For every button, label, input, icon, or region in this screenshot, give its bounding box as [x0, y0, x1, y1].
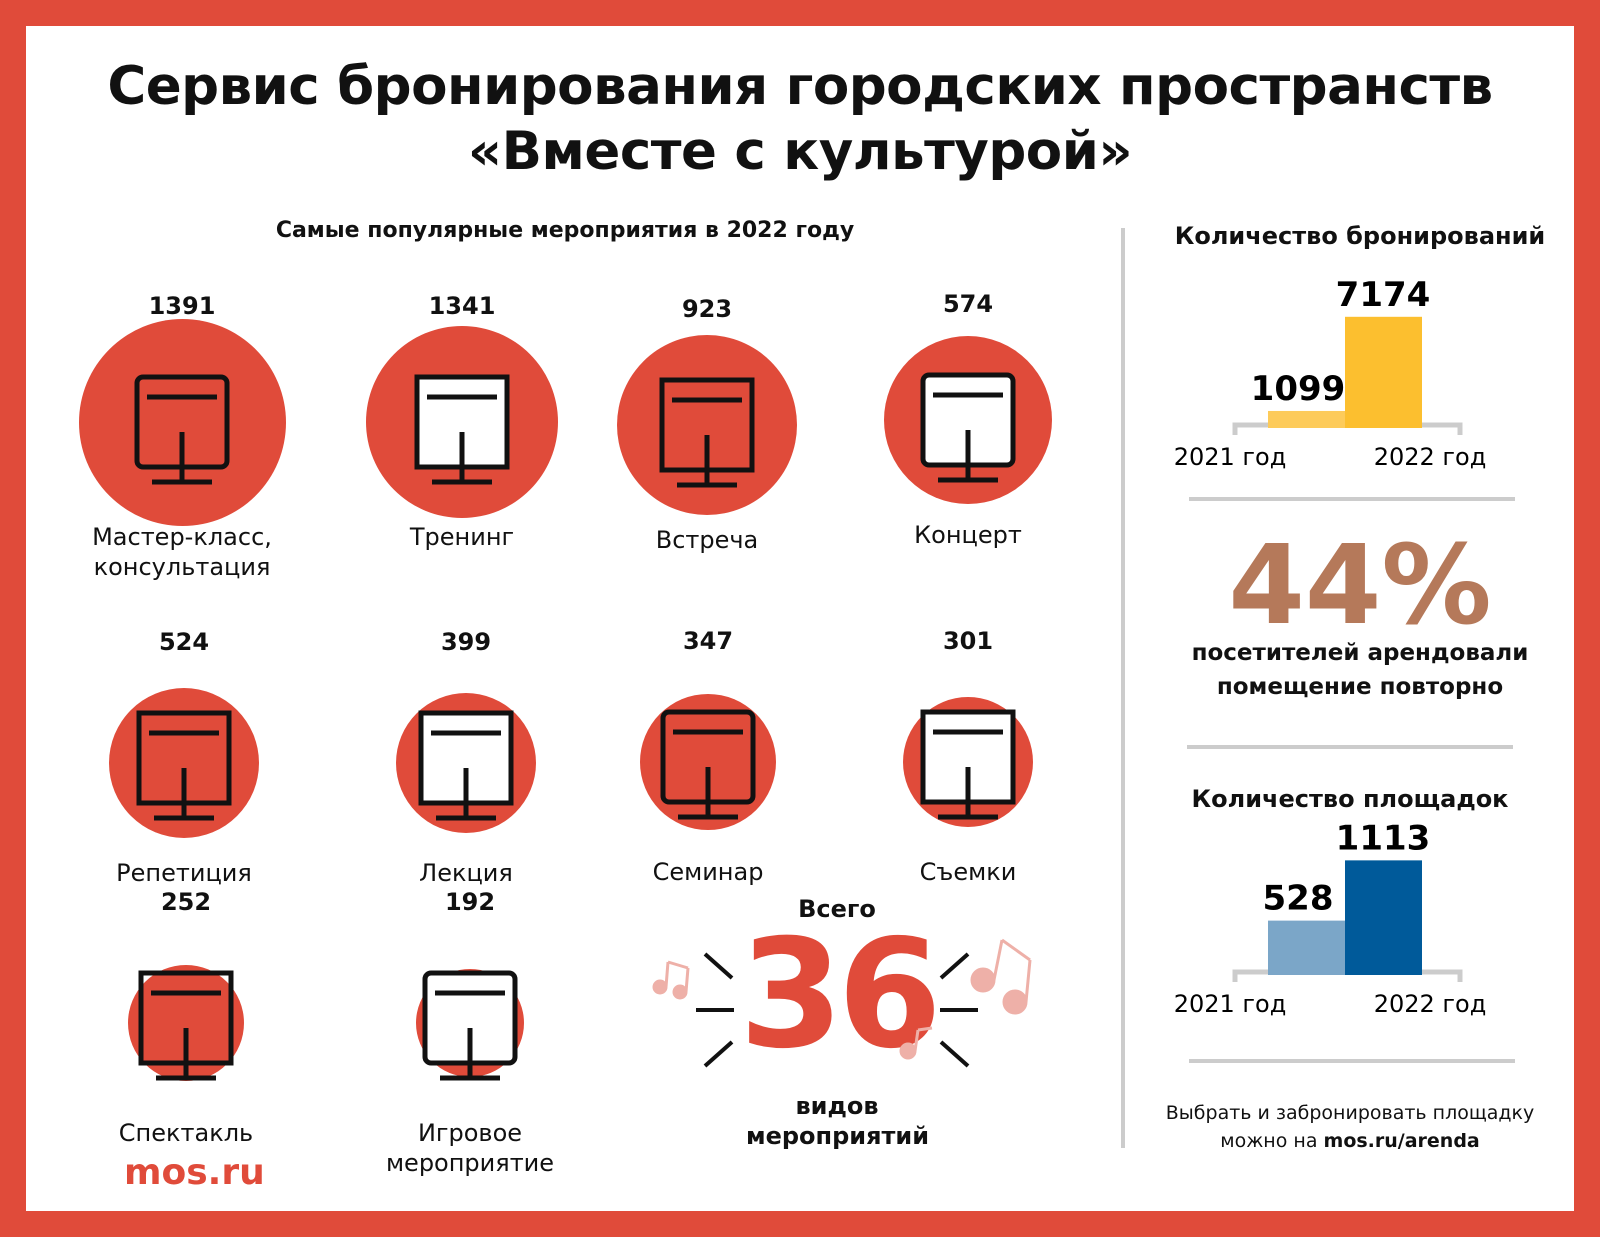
meeting-table-icon — [52, 318, 312, 526]
lectern-microphone-icon — [578, 657, 838, 857]
event-label: Тренинг — [409, 523, 515, 551]
event-label: Встреча — [655, 526, 759, 554]
stage-lights-icon — [54, 658, 314, 858]
bar-2022 год — [1345, 316, 1422, 428]
total-bottom1: видов — [795, 1092, 879, 1120]
event-label: Спектакль — [118, 1119, 254, 1147]
venues-chart: 528 2021 год 1113 2022 год — [1174, 818, 1487, 1018]
event-item: 347 Семинар — [578, 627, 838, 887]
category-label: 2022 год — [1374, 990, 1487, 1018]
event-item: 252 Спектакль — [56, 888, 316, 1148]
event-count: 399 — [440, 628, 492, 656]
event-item: 301 Съемки — [838, 627, 1098, 887]
footer-text-1: Выбрать и забронировать площадку — [1165, 1102, 1535, 1124]
data-label: 1113 — [1336, 818, 1431, 858]
event-item: 524 Репетиция — [54, 628, 314, 888]
divider — [1189, 497, 1515, 501]
event-label: Репетиция — [116, 859, 252, 887]
total-bottom2: мероприятий — [745, 1122, 930, 1150]
divider-vertical — [1121, 228, 1125, 1148]
data-label: 7174 — [1336, 275, 1431, 315]
category-label: 2022 год — [1374, 443, 1487, 471]
category-label: 2021 год — [1174, 443, 1287, 471]
sparkle-lines-icon — [652, 938, 1032, 1068]
divider — [1189, 1059, 1515, 1063]
data-label: 528 — [1263, 879, 1334, 919]
event-item: 1341 Тренинг — [332, 292, 592, 552]
lecturer-board-icon — [336, 658, 596, 858]
event-count: 1341 — [428, 292, 496, 320]
axis-bracket-right — [1405, 969, 1463, 982]
repeat-text-1: посетителей арендовали — [1191, 640, 1529, 666]
event-count: 574 — [942, 290, 994, 318]
event-label: Концерт — [914, 521, 1022, 549]
event-item: 923 Встреча — [577, 295, 837, 555]
page-title-line2: «Вместе с культурой» — [467, 121, 1133, 182]
divider — [1187, 745, 1513, 749]
speaker-podium-icon — [577, 325, 837, 525]
footer-text-2: можно на mos.ru/arenda — [1150, 1127, 1550, 1155]
event-label: Мастер-класс, консультация — [92, 523, 272, 581]
presentation-audience-icon — [332, 322, 592, 522]
axis-bracket-right — [1405, 422, 1463, 435]
infographic-frame — [26, 26, 1574, 1211]
bar-2021 год — [1268, 410, 1345, 428]
event-count: 1391 — [148, 292, 216, 320]
event-item: 1391 Мастер-класс, консультация — [52, 292, 312, 582]
bar-2021 год — [1268, 920, 1345, 975]
music-notes-icon — [652, 938, 1032, 1060]
event-count: 923 — [681, 295, 733, 323]
event-count: 301 — [942, 627, 994, 655]
venues-chart-title: Количество площадок — [1191, 785, 1509, 813]
popular-heading: Самые популярные мероприятия в 2022 году — [275, 218, 855, 243]
footer-prefix: можно на — [1220, 1130, 1324, 1152]
bookings-chart-title: Количество бронирований — [1174, 222, 1546, 250]
event-count: 347 — [682, 627, 734, 655]
event-item: 192 Игровое мероприятие — [340, 888, 600, 1178]
puzzle-head-icon — [340, 918, 600, 1118]
loudspeaker-icon — [838, 320, 1098, 520]
event-item: 574 Концерт — [838, 290, 1098, 550]
video-camera-icon — [838, 657, 1098, 857]
event-label: Лекция — [419, 859, 513, 887]
bar-2022 год — [1345, 860, 1422, 975]
event-label: Семинар — [652, 858, 764, 886]
event-label: Игровое мероприятие — [385, 1119, 555, 1177]
event-count: 524 — [158, 628, 210, 656]
data-label: 1099 — [1251, 369, 1346, 409]
bookings-chart: 1099 2021 год 7174 2022 год — [1174, 275, 1487, 471]
total-top: Всего — [798, 895, 876, 923]
page-title-line1: Сервис бронирования городских пространст… — [107, 56, 1493, 117]
mos-ru-logo[interactable]: mos.ru — [124, 1152, 265, 1193]
repeat-percent: 44% — [1228, 521, 1492, 649]
theater-masks-icon — [56, 918, 316, 1118]
event-item: 399 Лекция — [336, 628, 596, 888]
event-count: 252 — [160, 888, 212, 916]
event-count: 192 — [444, 888, 496, 916]
event-label: Съемки — [919, 858, 1017, 886]
category-label: 2021 год — [1174, 990, 1287, 1018]
repeat-text-2: помещение повторно — [1216, 674, 1504, 700]
arenda-link[interactable]: mos.ru/arenda — [1323, 1130, 1480, 1152]
